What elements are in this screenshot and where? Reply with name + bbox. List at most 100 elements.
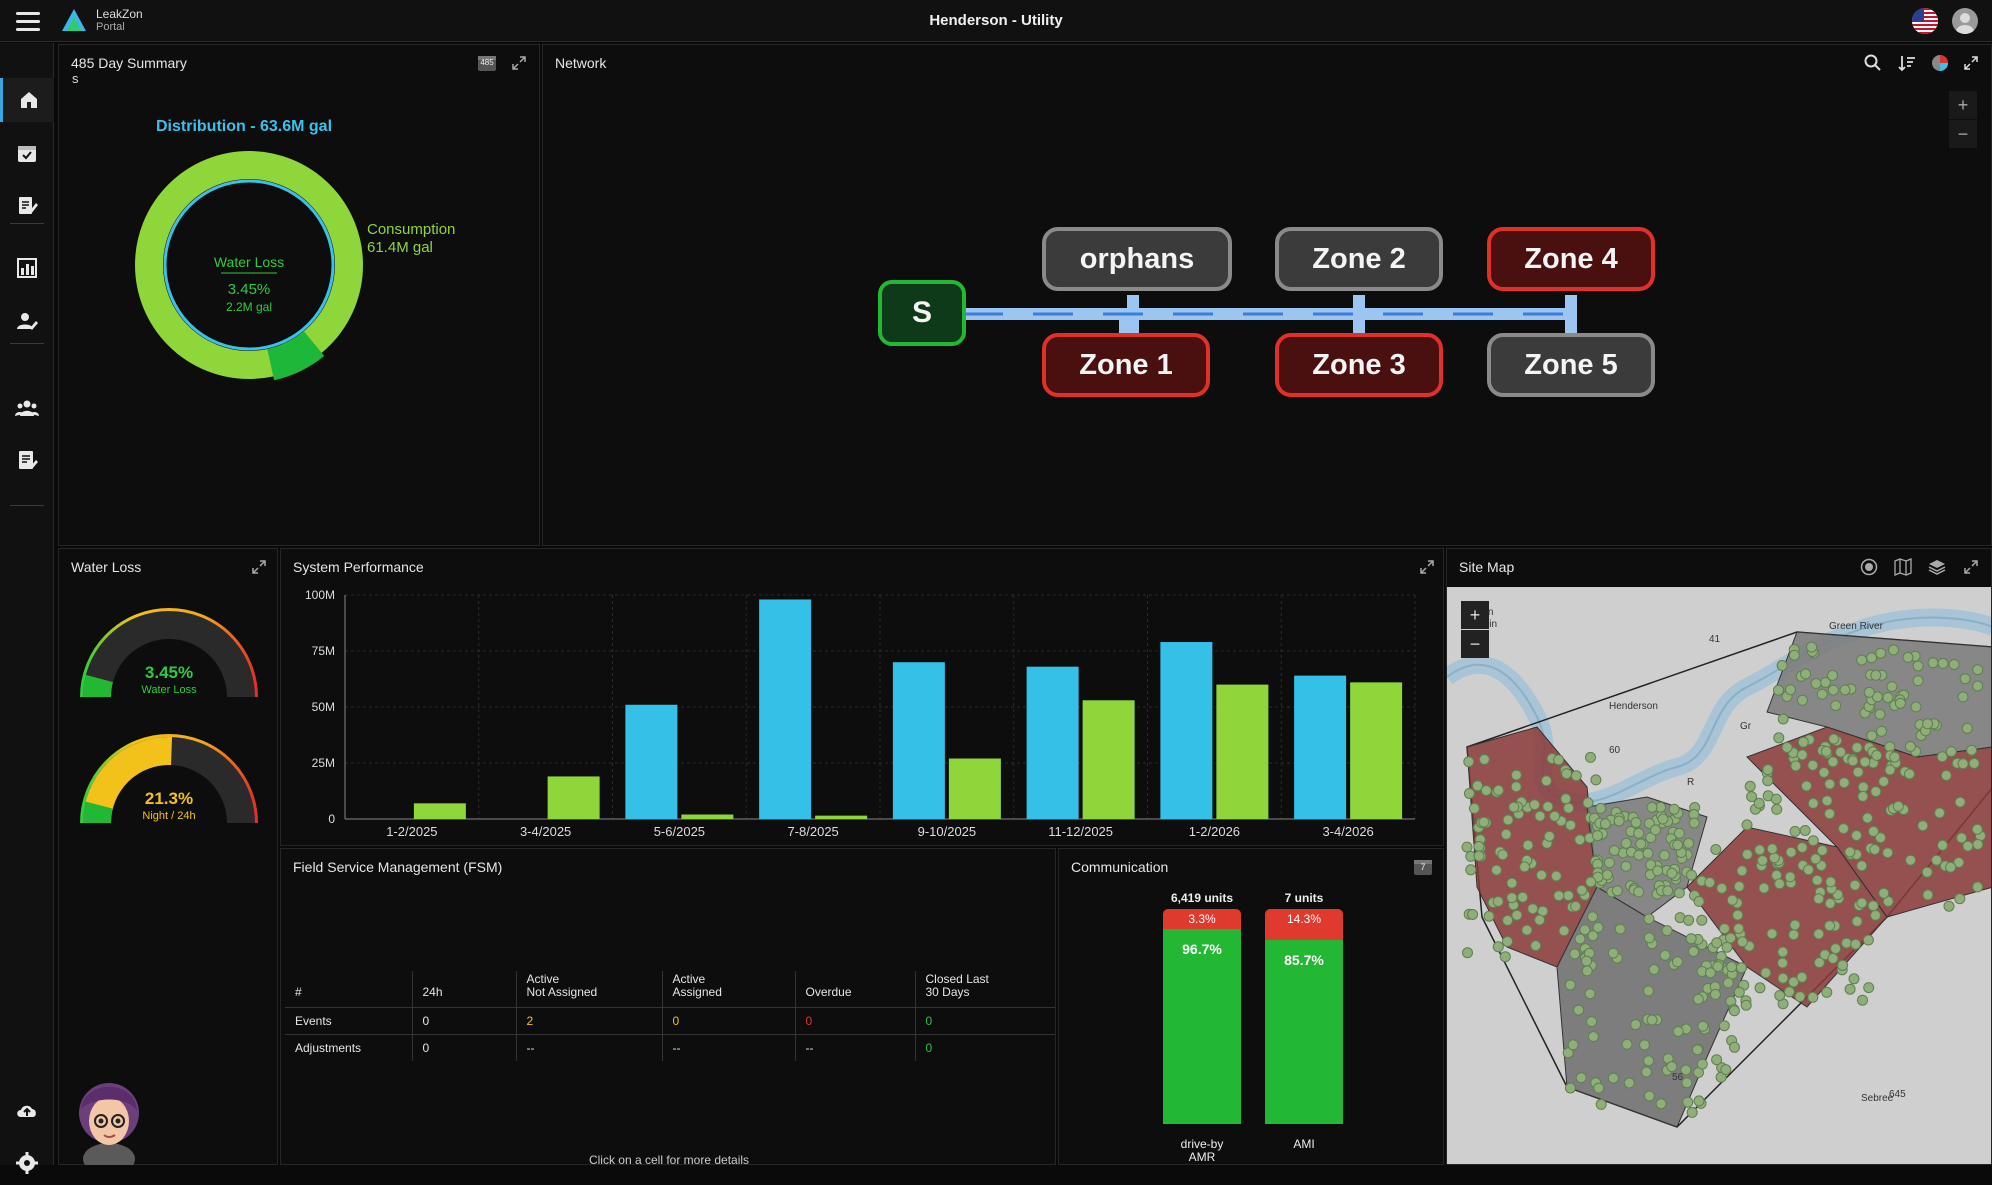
- meter-point: [1652, 865, 1664, 877]
- communication-bar[interactable]: 7 units 14.3% 85.7% AMI: [1265, 849, 1343, 1166]
- map-label: Gr: [1740, 721, 1752, 732]
- network-node-orphans[interactable]: orphans: [1042, 227, 1232, 291]
- network-node-source[interactable]: S: [878, 280, 966, 346]
- meter-point: [1565, 819, 1577, 831]
- app-logo[interactable]: LeakZon Portal: [60, 5, 144, 37]
- hamburger-menu-icon[interactable]: [14, 9, 42, 33]
- meter-point: [1726, 894, 1738, 906]
- meter-point: [1564, 979, 1576, 991]
- fsm-cell[interactable]: 0: [662, 1007, 796, 1034]
- pie-chart-icon[interactable]: [1930, 53, 1950, 73]
- meter-point: [1777, 946, 1789, 958]
- nav-gear[interactable]: [0, 1141, 54, 1185]
- bar[interactable]: [547, 776, 600, 819]
- expand-icon[interactable]: [1961, 557, 1981, 577]
- expand-icon[interactable]: [1961, 53, 1981, 73]
- meter-point: [1904, 768, 1915, 780]
- bar[interactable]: [1082, 700, 1135, 819]
- meter-point: [1502, 814, 1514, 826]
- communication-bar[interactable]: 6,419 units 3.3% 96.7% drive-by AMR: [1163, 849, 1241, 1166]
- nav-cloud-upload[interactable]: [0, 1089, 54, 1133]
- meter-point: [1630, 1019, 1642, 1031]
- bar-fail-pct: 3.3%: [1188, 912, 1216, 926]
- nav-team[interactable]: [0, 386, 54, 430]
- meter-point: [1650, 824, 1661, 836]
- bar[interactable]: [625, 704, 678, 819]
- map-icon[interactable]: [1893, 557, 1913, 577]
- meter-point: [1961, 722, 1973, 734]
- nav-home[interactable]: [0, 78, 54, 122]
- target-icon[interactable]: [1859, 557, 1879, 577]
- fsm-cell[interactable]: --: [516, 1034, 663, 1061]
- expand-icon[interactable]: [509, 53, 529, 73]
- user-avatar-icon[interactable]: [1952, 8, 1978, 34]
- bar[interactable]: [681, 814, 734, 819]
- meter-point: [1807, 797, 1819, 809]
- bar[interactable]: [1026, 666, 1079, 819]
- map-label: 41: [1709, 634, 1721, 645]
- layers-icon[interactable]: [1927, 557, 1947, 577]
- fsm-cell[interactable]: 0: [412, 1034, 517, 1061]
- meter-point: [1693, 895, 1705, 907]
- system-performance-chart[interactable]: 0 25M 50M 75M 100M 1-2/2025 3-4/2025 5-6/2025 7-…: [281, 549, 1445, 847]
- meter-point: [1972, 881, 1984, 893]
- meter-point: [1643, 1090, 1655, 1102]
- network-node-zone-1[interactable]: Zone 1: [1042, 333, 1210, 397]
- network-node-zone-3[interactable]: Zone 3: [1275, 333, 1443, 397]
- network-node-zone-4[interactable]: Zone 4: [1487, 227, 1655, 291]
- network-node-zone-2[interactable]: Zone 2: [1275, 227, 1443, 291]
- nav-document-edit[interactable]: [0, 438, 54, 482]
- meter-point: [1720, 1064, 1732, 1076]
- bar-ok-segment: [1163, 929, 1241, 1124]
- map-zoom-out-button[interactable]: −: [1461, 630, 1489, 658]
- bar[interactable]: [892, 662, 945, 819]
- meter-point: [1711, 1054, 1723, 1066]
- calendar-icon[interactable]: 7: [1413, 857, 1433, 877]
- fsm-cell[interactable]: 2: [516, 1007, 663, 1034]
- fsm-cell[interactable]: 0: [925, 1040, 933, 1055]
- nav-clipboard-edit[interactable]: [0, 183, 54, 227]
- map-label: Green River: [1829, 621, 1884, 632]
- bar[interactable]: [1294, 675, 1347, 819]
- us-flag-icon[interactable]: [1912, 8, 1938, 34]
- nav-chart-report[interactable]: [0, 246, 54, 290]
- meter-point: [1856, 860, 1868, 872]
- night-flow-gauge[interactable]: [77, 727, 261, 831]
- map-zoom-in-button[interactable]: +: [1461, 601, 1489, 629]
- zoom-in-button[interactable]: +: [1949, 91, 1977, 119]
- map-label: R: [1687, 777, 1694, 788]
- bar[interactable]: [413, 803, 466, 819]
- water-loss-gauge[interactable]: [77, 601, 261, 705]
- search-icon[interactable]: [1863, 53, 1883, 73]
- fsm-cell[interactable]: 0: [412, 1007, 517, 1034]
- meter-point: [1870, 669, 1882, 681]
- bar[interactable]: [759, 599, 812, 819]
- fsm-cell[interactable]: --: [795, 1034, 916, 1061]
- expand-icon[interactable]: [249, 557, 269, 577]
- meter-point: [1862, 812, 1873, 824]
- fsm-cell[interactable]: --: [662, 1034, 796, 1061]
- sort-icon[interactable]: [1897, 53, 1917, 73]
- meter-point: [1579, 924, 1591, 936]
- calendar-icon[interactable]: 485: [477, 53, 497, 73]
- meter-point: [1543, 830, 1555, 842]
- assistant-avatar[interactable]: [65, 1069, 155, 1165]
- meter-point: [1733, 923, 1745, 934]
- nav-calendar-check[interactable]: [0, 131, 54, 175]
- bar[interactable]: [1160, 642, 1213, 819]
- bar[interactable]: [815, 815, 868, 819]
- fsm-cell[interactable]: 0: [795, 1007, 916, 1034]
- bar[interactable]: [1216, 684, 1269, 819]
- expand-icon[interactable]: [1417, 557, 1437, 577]
- bar[interactable]: [948, 758, 1001, 819]
- zoom-out-button[interactable]: −: [1949, 120, 1977, 148]
- nav-user-edit[interactable]: [0, 299, 54, 343]
- gauge-scale-arc: [80, 734, 258, 824]
- meter-point: [1642, 847, 1654, 859]
- fsm-cell[interactable]: 0: [925, 1013, 933, 1028]
- consumption-value: 61.4M gal: [367, 239, 433, 256]
- distribution-donut[interactable]: Water Loss 3.45% 2.2M gal: [129, 145, 369, 385]
- network-node-zone-5[interactable]: Zone 5: [1487, 333, 1655, 397]
- bar[interactable]: [1350, 682, 1403, 819]
